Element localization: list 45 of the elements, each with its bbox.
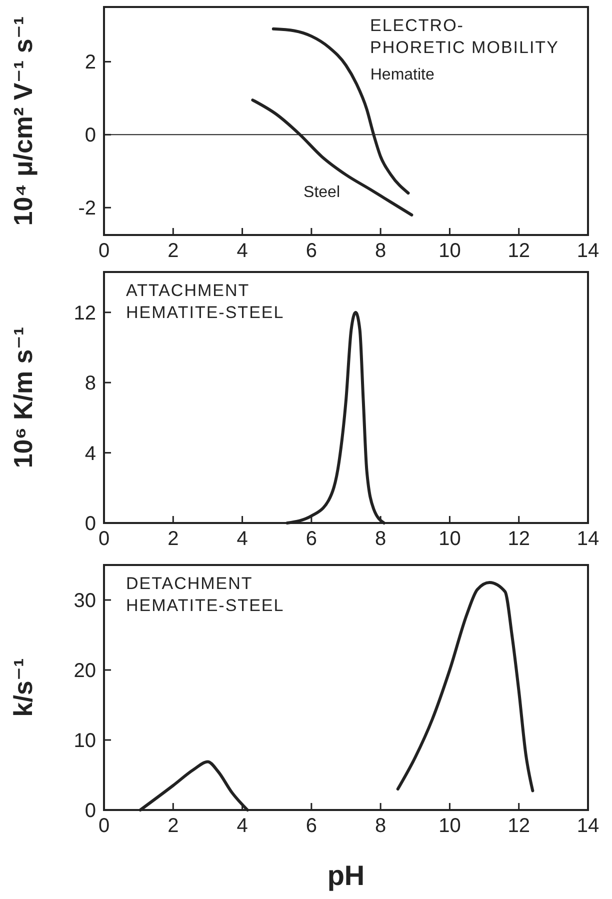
y-tick-label: 12 xyxy=(74,302,96,324)
x-tick-label: 6 xyxy=(306,240,317,262)
text: DETACHMENT HEMATITE-STEEL xyxy=(126,574,284,615)
x-tick-label: 4 xyxy=(236,528,248,550)
x-tick-label: 8 xyxy=(375,815,386,837)
y-axis-title: 10⁴ μ/cm² V⁻¹ s⁻¹ xyxy=(8,16,38,226)
x-tick-label: 10 xyxy=(438,240,461,262)
x-tick-label: 6 xyxy=(306,815,317,837)
x-tick-label: 0 xyxy=(98,815,110,837)
y-tick-label: 0 xyxy=(84,800,96,822)
x-tick-label: 14 xyxy=(576,528,600,550)
y-tick-label: 2 xyxy=(84,52,96,74)
y-tick-label: 0 xyxy=(84,513,96,535)
y-tick-label: -2 xyxy=(78,198,96,220)
y-tick-label: 10 xyxy=(74,730,96,752)
x-tick-label: 0 xyxy=(98,528,110,550)
x-tick-label: 12 xyxy=(508,240,530,262)
y-tick-label: 8 xyxy=(84,372,96,395)
y-tick-label: 4 xyxy=(84,442,96,465)
x-tick-label: 12 xyxy=(508,528,530,550)
x-tick-label: 2 xyxy=(168,815,179,837)
x-tick-label: 4 xyxy=(236,240,248,262)
x-tick-label: 10 xyxy=(438,815,461,837)
y-axis-title: k/s⁻¹ xyxy=(8,658,38,717)
series-label: Hematite xyxy=(370,66,434,84)
y-tick-label: 20 xyxy=(74,660,96,682)
x-tick-label: 0 xyxy=(98,240,110,262)
x-axis-title: pH xyxy=(327,860,365,891)
x-tick-label: 2 xyxy=(168,240,179,262)
x-tick-label: 14 xyxy=(576,240,600,262)
x-tick-label: 10 xyxy=(438,528,461,550)
x-tick-label: 14 xyxy=(576,815,600,837)
x-tick-label: 8 xyxy=(375,240,386,262)
y-tick-label: 0 xyxy=(84,124,96,147)
x-tick-label: 2 xyxy=(168,528,179,550)
x-tick-label: 6 xyxy=(306,528,317,550)
line-series xyxy=(396,581,534,792)
x-tick-label: 12 xyxy=(508,815,530,837)
text: ELECTRO- PHORETIC MOBILITY xyxy=(370,16,559,57)
x-tick-label: 4 xyxy=(236,815,248,837)
series-label: Steel xyxy=(304,184,340,201)
text: ATTACHMENT HEMATITE-STEEL xyxy=(126,281,284,322)
x-tick-label: 8 xyxy=(375,528,386,550)
y-axis-title: 10⁶ K/m s⁻¹ xyxy=(8,326,38,468)
y-tick-label: 30 xyxy=(74,590,96,612)
